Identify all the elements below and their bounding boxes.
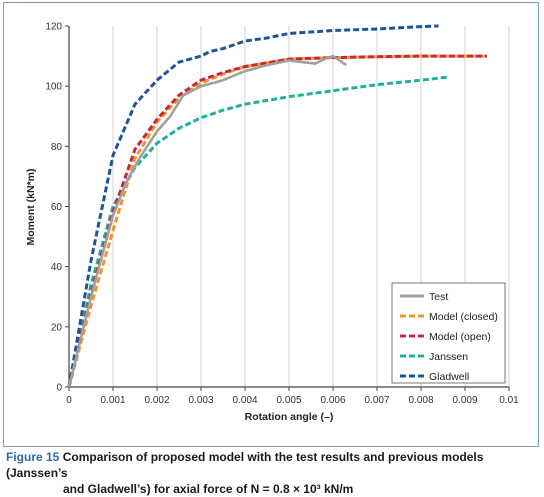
y-tick-label: 80 bbox=[51, 142, 63, 153]
series-line-model-open bbox=[67, 54, 487, 388]
y-tick-label: 60 bbox=[51, 202, 63, 213]
y-tick-label: 100 bbox=[45, 82, 62, 93]
x-tick-label: 0.001 bbox=[100, 395, 125, 406]
x-tick-label: 0 bbox=[66, 395, 72, 406]
legend-label: Gladwell bbox=[429, 371, 469, 383]
y-axis-title: Moment (kN*m) bbox=[25, 168, 37, 245]
series-lines bbox=[67, 24, 487, 388]
x-tick-label: 0.005 bbox=[276, 395, 301, 406]
y-tick-label: 0 bbox=[56, 383, 62, 394]
grid bbox=[112, 26, 510, 387]
x-tick-label: 0.01 bbox=[499, 395, 519, 406]
y-tick-label: 20 bbox=[51, 322, 63, 333]
x-tick-label: 0.002 bbox=[144, 395, 169, 406]
legend-label: Janssen bbox=[429, 351, 468, 363]
caption-line-2: and Gladwell’s) for axial force of N = 0… bbox=[63, 482, 354, 496]
x-tick-label: 0.004 bbox=[232, 395, 257, 406]
legend: Test Model (closed) Model (open) Janssen Gla… bbox=[391, 282, 506, 384]
x-tick-label: 0.009 bbox=[452, 395, 477, 406]
x-tick-label: 0.007 bbox=[364, 395, 389, 406]
caption-figure-number: Figure 15 bbox=[6, 450, 60, 464]
axes: 0 0.001 0.002 0.003 0.004 0.005 0.006 0.007 0.00… bbox=[45, 22, 519, 407]
legend-box bbox=[391, 282, 506, 384]
series-line-test bbox=[67, 54, 347, 388]
x-tick-label: 0.003 bbox=[188, 395, 213, 406]
x-tick-label: 0.008 bbox=[408, 395, 433, 406]
x-tick-label: 0.006 bbox=[320, 395, 345, 406]
legend-label: Model (closed) bbox=[429, 311, 498, 323]
x-axis-title: Rotation angle (–) bbox=[245, 411, 334, 423]
series-line-model-closed bbox=[67, 54, 487, 388]
y-tick-label: 120 bbox=[45, 22, 62, 33]
series-line-gladwell bbox=[67, 24, 439, 388]
legend-label: Model (open) bbox=[429, 331, 491, 343]
caption-line-1: Comparison of proposed model with the te… bbox=[6, 450, 484, 480]
y-tick-label: 40 bbox=[51, 262, 63, 273]
chart: 0 0.001 0.002 0.003 0.004 0.005 0.006 0.007 0.00… bbox=[25, 22, 519, 424]
legend-label: Test bbox=[429, 291, 448, 303]
figure-caption: Figure 15 Comparison of proposed model w… bbox=[6, 449, 538, 497]
